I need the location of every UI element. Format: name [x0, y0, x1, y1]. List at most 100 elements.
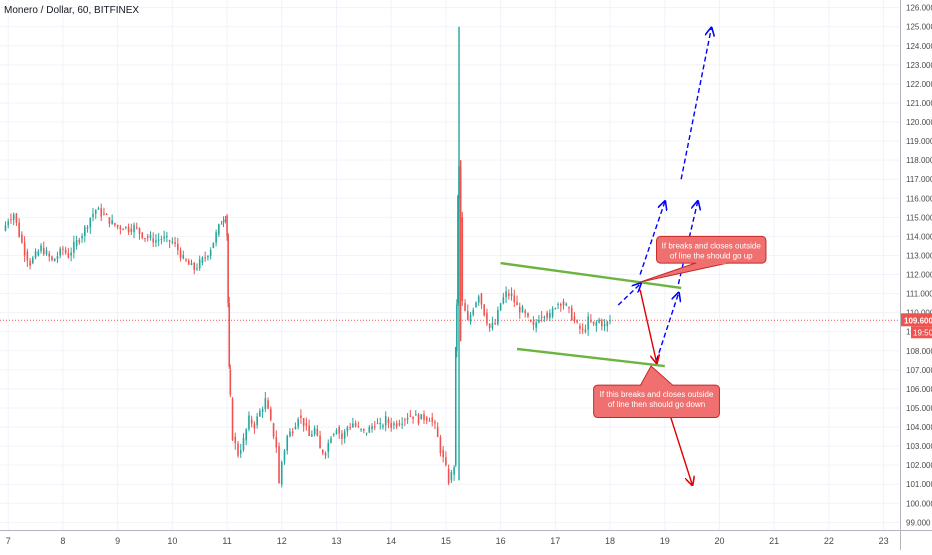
up-arrow	[680, 29, 711, 180]
candle-body	[546, 312, 548, 318]
candle-body	[477, 296, 480, 303]
price-tick-label: 110.000	[906, 309, 932, 318]
candle-body	[23, 242, 26, 256]
candle-body	[185, 259, 187, 261]
time-tick-label: 23	[879, 536, 889, 546]
candle-body	[45, 250, 48, 255]
candle-body	[431, 417, 434, 422]
candle-body	[592, 321, 595, 324]
candle-body	[576, 320, 579, 323]
candle-body	[305, 423, 308, 426]
candle-body	[346, 427, 349, 432]
candle-body	[379, 423, 382, 425]
price-tick-label: 125.000	[906, 23, 932, 32]
candle-body	[518, 306, 521, 313]
candle-body	[78, 239, 81, 243]
candle-body	[75, 239, 78, 246]
candle-body	[488, 323, 491, 328]
candle-body	[289, 431, 291, 437]
candle-body	[259, 410, 261, 417]
candle-body	[229, 369, 232, 395]
candle-body	[384, 415, 387, 426]
candle-body	[447, 468, 450, 484]
countdown-badge	[911, 326, 932, 339]
price-tick-label: 120.000	[906, 118, 932, 127]
candle-body	[108, 217, 111, 224]
price-tick-label: 114.000	[906, 232, 932, 241]
candle-body	[283, 450, 286, 462]
candle-body	[275, 436, 278, 448]
candle-body	[409, 415, 412, 417]
candle-body	[239, 449, 242, 454]
candle-body	[456, 304, 458, 351]
candle-body	[349, 427, 351, 429]
price-tick-label: 121.000	[906, 99, 932, 108]
time-tick-label: 12	[277, 536, 287, 546]
candle-body	[510, 293, 513, 296]
candle-body	[155, 240, 157, 243]
candle-body	[363, 428, 365, 431]
candle-body	[253, 423, 256, 429]
candle-body	[352, 423, 354, 428]
grid-layer	[0, 0, 900, 530]
candle-body	[420, 414, 423, 420]
candle-body	[100, 208, 103, 217]
current-price-label: 109.600	[904, 316, 932, 325]
candle-body	[601, 320, 603, 327]
candle-body	[226, 215, 228, 236]
candle-body	[119, 226, 122, 230]
candle-body	[332, 433, 335, 435]
time-tick-label: 17	[550, 536, 560, 546]
candle-body	[480, 293, 483, 305]
candle-body	[212, 242, 215, 248]
candle-body	[502, 297, 505, 304]
candle-body	[313, 427, 316, 435]
time-tick-label: 22	[824, 536, 834, 546]
up-note-text: of line the should go up	[670, 251, 753, 260]
candle-body	[64, 249, 67, 254]
candle-body	[461, 217, 464, 301]
candle-body	[15, 213, 18, 223]
candle-body	[133, 224, 135, 233]
candle-body	[371, 426, 373, 429]
time-tick-label: 19	[660, 536, 670, 546]
candle-body	[141, 232, 144, 239]
candle-body	[579, 326, 581, 329]
candle-body	[286, 435, 289, 451]
candle-body	[242, 437, 245, 450]
price-tick-label: 117.000	[906, 175, 932, 184]
candle-body	[127, 226, 130, 233]
price-tick-label: 118.000	[906, 156, 932, 165]
candle-body	[18, 222, 20, 237]
candle-body	[149, 234, 152, 238]
candle-body	[453, 467, 455, 475]
candle-body	[182, 255, 185, 259]
up-arrow	[639, 202, 665, 275]
candle-body	[343, 431, 346, 439]
candle-body	[341, 433, 343, 439]
up-arrow	[655, 294, 679, 361]
candle-body	[559, 304, 562, 306]
down-arrow	[639, 289, 656, 362]
candle-body	[357, 426, 360, 428]
candle-body	[198, 259, 201, 269]
candle-body	[222, 221, 225, 223]
candle-body	[390, 423, 392, 428]
candle-body	[425, 417, 428, 421]
price-tick-label: 108.000	[906, 347, 932, 356]
candle-body	[543, 316, 546, 318]
candle-body	[466, 311, 469, 320]
up-note-joint	[696, 262, 727, 265]
candle-body	[464, 303, 466, 312]
candle-body	[37, 251, 40, 256]
candle-body	[248, 415, 250, 430]
candle-body	[417, 414, 420, 424]
candle-body	[228, 303, 231, 367]
candle-body	[568, 306, 570, 308]
down-note-joint	[641, 384, 672, 387]
down-note-text: If this breaks and closes outside	[600, 390, 714, 399]
